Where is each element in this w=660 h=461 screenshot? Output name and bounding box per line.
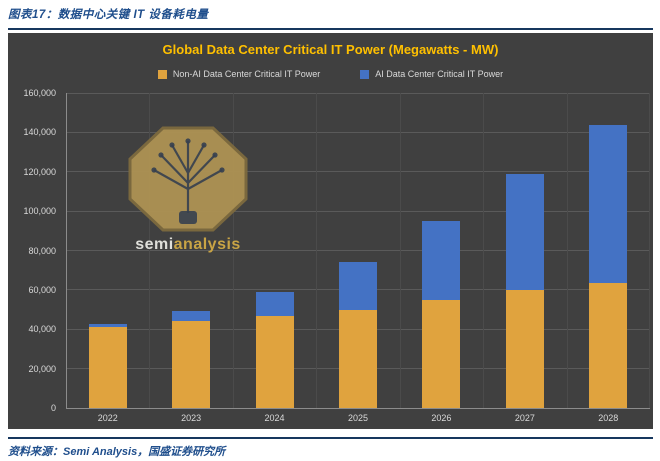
y-tick-label: 140,000 <box>23 127 56 138</box>
bar-segment <box>339 262 377 310</box>
x-axis-labels: 2022 2023 2024 2025 2026 2027 2028 <box>66 413 650 427</box>
top-divider <box>8 28 653 30</box>
y-tick-label: 0 <box>50 403 56 413</box>
y-tick-label: 20,000 <box>28 363 56 374</box>
gridline <box>66 92 650 94</box>
bar-segment <box>422 299 461 408</box>
bar-segment <box>422 220 461 300</box>
y-tick-label: 80,000 <box>28 245 56 256</box>
vertical-gridline <box>233 93 234 408</box>
x-tick-label: 2023 <box>181 413 202 423</box>
y-tick-label: 60,000 <box>28 284 56 295</box>
gridline <box>66 171 650 173</box>
x-tick-label: 2026 <box>431 413 452 423</box>
bar-segment <box>255 316 294 408</box>
plot-area <box>66 92 650 409</box>
vertical-gridline <box>483 93 484 408</box>
x-tick-label: 2024 <box>264 413 285 423</box>
bar-segment <box>172 321 211 408</box>
y-axis-labels: 0 20,000 40,000 60,000 80,000 100,000 120,000 1… <box>8 88 60 413</box>
figure-caption: 图表17：数据中心关键 IT 设备耗电量 <box>8 9 209 21</box>
x-tick-label: 2025 <box>347 413 368 423</box>
source-note: 资料来源：Semi Analysis，国盛证券研究所 <box>8 446 226 458</box>
bar-segment <box>339 309 377 408</box>
bar-segment <box>505 289 544 408</box>
x-tick-label: 2022 <box>97 413 118 423</box>
legend-swatch <box>360 69 370 79</box>
x-tick-label: 2028 <box>598 413 619 423</box>
y-tick-label: 160,000 <box>23 88 56 98</box>
bar-segment <box>88 327 127 408</box>
vertical-gridline <box>567 93 568 408</box>
bar-segment <box>172 310 211 322</box>
legend-item: AI Data Center Critical IT Power <box>360 69 503 79</box>
y-tick-label: 40,000 <box>28 324 56 335</box>
bar-segment <box>88 324 127 328</box>
legend-item: Non-AI Data Center Critical IT Power <box>157 69 321 79</box>
gridline <box>66 407 650 409</box>
legend-label: AI Data Center Critical IT Power <box>375 69 504 79</box>
gridline <box>66 210 650 212</box>
gridline <box>66 250 650 251</box>
vertical-gridline <box>649 93 650 408</box>
chart-panel: Global Data Center Critical IT Power (Me… <box>8 33 653 429</box>
gridline <box>66 131 650 133</box>
y-tick-label: 100,000 <box>23 206 56 217</box>
bar-segment <box>255 291 294 317</box>
vertical-gridline <box>400 93 401 408</box>
y-tick-label: 120,000 <box>23 166 56 177</box>
legend-label: Non-AI Data Center Critical IT Power <box>172 69 321 79</box>
vertical-gridline <box>316 93 317 408</box>
x-tick-label: 2027 <box>514 413 535 423</box>
bar-segment <box>589 282 628 408</box>
chart-legend: Non-AI Data Center Critical IT Power AI D… <box>8 69 653 79</box>
bar-segment <box>505 173 544 290</box>
bar-segment <box>589 125 628 283</box>
vertical-gridline <box>149 93 150 408</box>
bottom-divider <box>8 437 653 439</box>
chart-title: Global Data Center Critical IT Power (Me… <box>162 42 499 57</box>
vertical-gridline <box>66 93 67 408</box>
legend-swatch <box>157 69 167 79</box>
